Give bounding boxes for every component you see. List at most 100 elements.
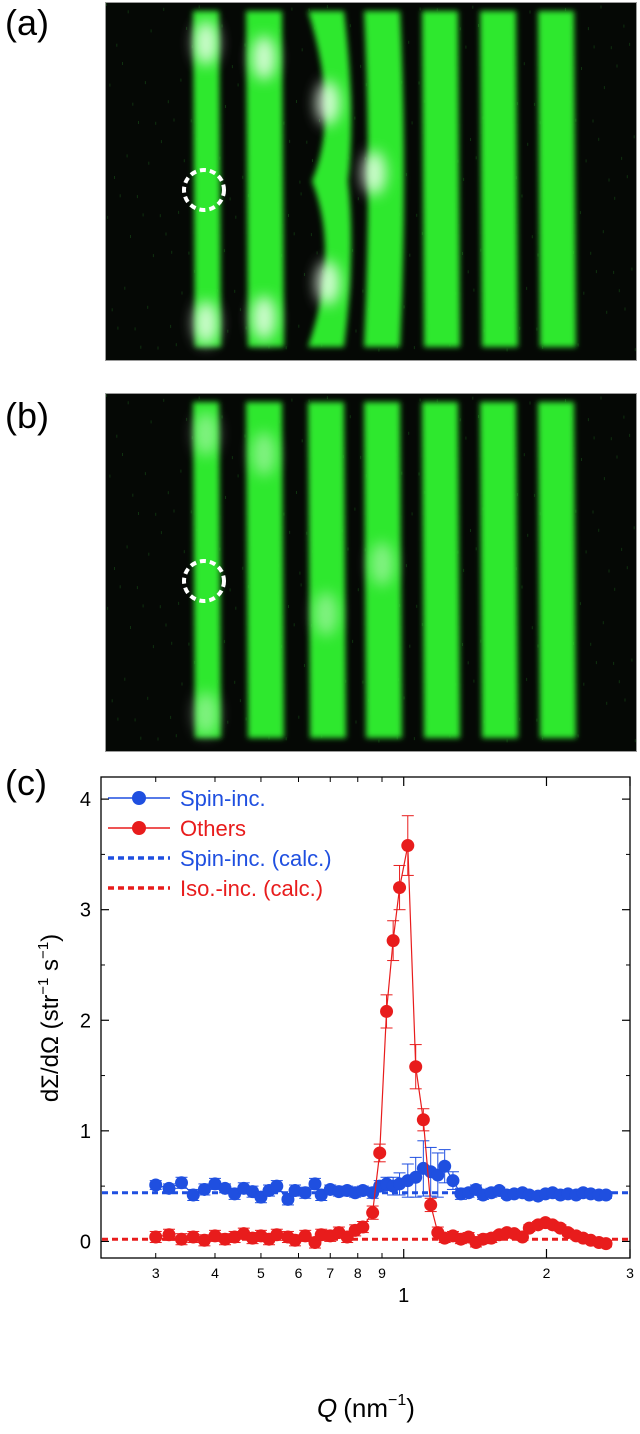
noise-speck — [413, 737, 415, 741]
noise-speck — [623, 24, 625, 28]
noise-speck — [299, 180, 301, 184]
legend-label: Iso.-inc. (calc.) — [180, 876, 323, 901]
legend-marker — [132, 821, 146, 835]
noise-speck — [536, 327, 538, 331]
data-point — [401, 839, 415, 853]
noise-speck — [362, 289, 364, 293]
noise-speck — [170, 324, 172, 328]
noise-speck — [613, 270, 615, 274]
noise-speck — [418, 472, 420, 476]
data-point — [356, 1184, 370, 1198]
noise-speck — [285, 737, 287, 741]
data-point — [288, 1184, 302, 1198]
noise-speck — [590, 251, 592, 255]
noise-speck — [288, 605, 289, 608]
noise-speck — [408, 40, 410, 44]
noise-speck — [421, 232, 423, 236]
noise-speck — [221, 24, 223, 28]
x-minor-tick-label: 9 — [378, 1265, 386, 1281]
data-point — [162, 1228, 176, 1242]
noise-speck — [614, 587, 616, 591]
bright-spot — [252, 36, 276, 80]
noise-speck — [463, 177, 465, 181]
fluorescent-stripe — [308, 402, 346, 738]
noise-speck — [465, 45, 467, 49]
noise-speck — [289, 139, 291, 143]
noise-speck — [326, 396, 328, 400]
noise-speck — [245, 326, 247, 330]
stripes-group — [193, 11, 576, 347]
noise-speck — [312, 159, 313, 162]
noise-speck — [119, 194, 121, 198]
noise-speck — [147, 696, 149, 700]
fluorescent-stripe — [193, 402, 221, 738]
noise-speck — [357, 588, 359, 592]
micrograph-b-image — [106, 394, 636, 751]
noise-speck — [405, 564, 407, 568]
noise-speck — [606, 310, 608, 314]
bright-spot — [362, 151, 386, 195]
noise-speck — [237, 83, 239, 87]
fluorescent-stripe — [422, 11, 460, 347]
noise-speck — [575, 509, 577, 513]
noise-speck — [626, 566, 628, 570]
x-minor-tick-label: 4 — [211, 1265, 219, 1281]
noise-speck — [300, 192, 302, 196]
data-point — [270, 1179, 284, 1193]
noise-speck — [463, 568, 465, 572]
noise-speck — [130, 626, 131, 629]
noise-speck — [623, 415, 625, 419]
noise-speck — [593, 45, 595, 49]
noise-speck — [186, 26, 188, 30]
noise-speck — [602, 621, 604, 625]
data-point — [208, 1177, 222, 1191]
noise-speck — [472, 5, 474, 9]
noise-speck — [473, 288, 475, 292]
noise-speck — [418, 81, 420, 85]
noise-speck — [631, 267, 633, 271]
noise-speck — [225, 496, 226, 499]
noise-speck — [242, 566, 244, 570]
noise-speck — [403, 305, 405, 309]
noise-speck — [600, 396, 602, 400]
noise-speck — [462, 643, 463, 646]
fluorescent-stripe — [308, 11, 352, 347]
bright-spot — [314, 592, 338, 636]
noise-speck — [527, 533, 529, 537]
noise-speck — [122, 453, 123, 456]
x-minor-tick-label: 6 — [295, 1265, 303, 1281]
noise-speck — [147, 305, 149, 309]
noise-speck — [357, 197, 359, 201]
data-point — [409, 1170, 423, 1184]
noise-speck — [470, 529, 471, 532]
noise-speck — [521, 194, 523, 198]
x-major-tick-label: 2 — [543, 1265, 551, 1281]
noise-speck — [467, 270, 469, 274]
noise-speck — [606, 701, 608, 705]
noise-speck — [467, 661, 469, 665]
noise-speck — [175, 343, 177, 347]
noise-speck — [223, 249, 225, 253]
noise-speck — [301, 48, 303, 52]
data-point — [308, 1177, 322, 1191]
noise-speck — [631, 658, 633, 662]
noise-speck — [127, 401, 129, 405]
y-label-exp2: −1 — [35, 942, 52, 959]
data-point — [218, 1181, 232, 1195]
noise-speck — [585, 550, 587, 554]
noise-speck — [592, 510, 594, 514]
noise-speck — [473, 679, 475, 683]
noise-speck — [144, 472, 146, 476]
noise-speck — [306, 140, 308, 144]
noise-speck — [526, 286, 528, 290]
bright-spot — [252, 432, 276, 476]
data-point — [175, 1176, 189, 1190]
noise-speck — [239, 308, 241, 312]
noise-speck — [411, 512, 413, 516]
data-point — [186, 1230, 200, 1244]
noise-speck — [603, 86, 605, 90]
noise-speck — [565, 8, 566, 11]
noise-speck — [150, 29, 152, 33]
noise-speck — [190, 119, 192, 123]
